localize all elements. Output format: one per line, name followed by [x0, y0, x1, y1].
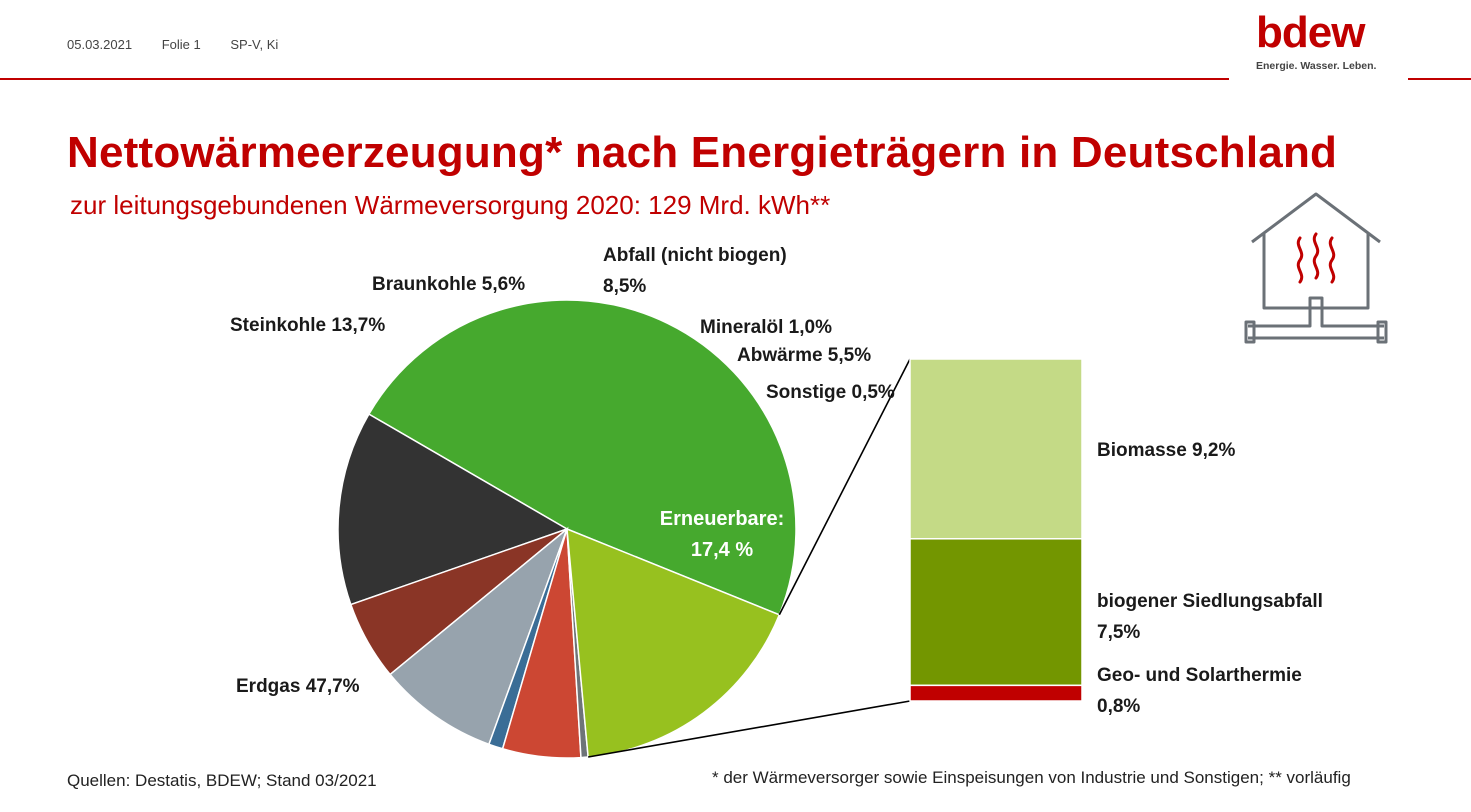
header-date: 05.03.2021 — [67, 37, 133, 52]
slice-label-erdgas: Erdgas 47,7% — [236, 676, 360, 697]
house-heating-icon — [1244, 192, 1388, 344]
breakdown-bar-biomasse — [909, 358, 1083, 540]
breakdown-label-geo-line1: Geo- und Solarthermie — [1097, 665, 1302, 686]
logo-word: bdew — [1256, 8, 1365, 57]
slice-label-sonstige: Sonstige 0,5% — [766, 382, 895, 403]
connector-line-top — [778, 358, 911, 616]
header-author: SP-V, Ki — [230, 37, 279, 52]
pie-slice-erdgas — [367, 299, 797, 616]
pie-slice-steinkohle — [337, 413, 569, 606]
breakdown-label-siedlungsabfall-line2: 7,5% — [1097, 622, 1140, 643]
slice-label-abwaerme: Abwärme 5,5% — [737, 345, 871, 366]
footer-note: * der Wärmeversorger sowie Einspeisungen… — [712, 768, 1351, 787]
chart-subtitle: zur leitungsgebundenen Wärmeversorgung 2… — [70, 190, 831, 220]
header-rule-left — [0, 78, 1229, 80]
slice-label-abfall-line2: 8,5% — [603, 276, 646, 297]
header-rule-right — [1408, 78, 1471, 80]
bdew-logo: bdew Energie. Wasser. Leben. — [1256, 8, 1386, 73]
breakdown-bar-biogener-siedlungsabfall — [909, 538, 1083, 687]
logo-claim: Energie. Wasser. Leben. — [1256, 60, 1377, 72]
slice-label-erneuerbare-line2: 17,4 % — [691, 539, 753, 561]
breakdown-bar-geo-und-solarthermie — [909, 684, 1083, 702]
slice-label-mineraloel: Mineralöl 1,0% — [700, 317, 832, 338]
header-slide: Folie 1 — [161, 37, 201, 52]
breakdown-label-biomasse: Biomasse 9,2% — [1097, 440, 1235, 461]
breakdown-label-geo-line2: 0,8% — [1097, 696, 1140, 717]
slice-label-abfall-line1: Abfall (nicht biogen) — [603, 245, 787, 266]
slice-label-erneuerbare-line1: Erneuerbare: — [660, 508, 785, 530]
slice-label-braunkohle: Braunkohle 5,6% — [372, 274, 525, 295]
breakdown-label-siedlungsabfall-line1: biogener Siedlungsabfall — [1097, 591, 1323, 612]
header-meta: 05.03.2021 Folie 1 SP-V, Ki — [67, 37, 304, 52]
connector-line-bottom — [588, 700, 911, 758]
footer-source: Quellen: Destatis, BDEW; Stand 03/2021 — [67, 771, 377, 790]
pie-slice-abfall-nicht-biogen — [389, 526, 569, 746]
chart-title: Nettowärmeerzeugung* nach Energieträgern… — [67, 128, 1338, 177]
slice-label-steinkohle: Steinkohle 13,7% — [230, 315, 385, 336]
